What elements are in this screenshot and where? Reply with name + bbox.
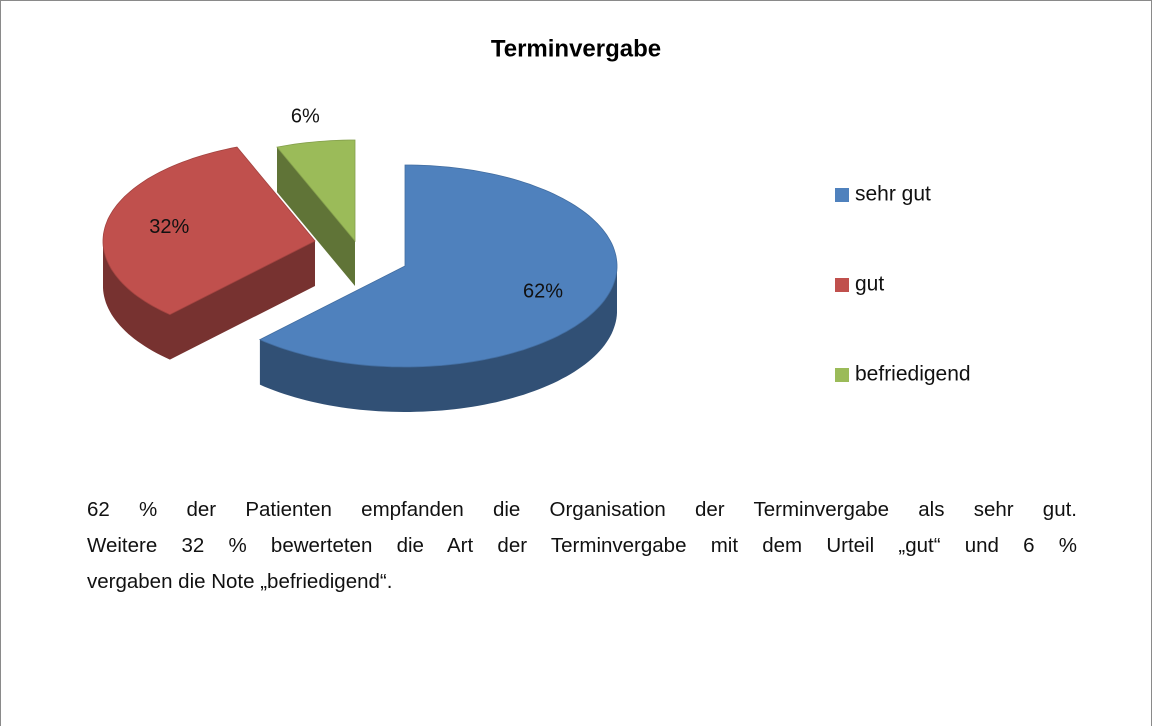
legend-label: befriedigend — [855, 363, 971, 386]
legend-swatch — [835, 368, 849, 382]
chart-title: Terminvergabe — [491, 35, 661, 62]
data-label: 32% — [149, 216, 189, 238]
legend-label: gut — [855, 273, 884, 296]
slice — [258, 164, 618, 368]
slice — [276, 139, 356, 243]
legend-label: sehr gut — [855, 183, 931, 206]
text-line: vergaben die Note „befriedigend“. — [87, 570, 393, 593]
legend-swatch — [835, 278, 849, 292]
text-line: 62 % der Patienten empfanden die Organis… — [87, 498, 1077, 521]
data-label: 62% — [523, 280, 563, 302]
data-label: 6% — [291, 105, 320, 127]
slice — [102, 146, 316, 316]
legend-swatch — [835, 188, 849, 202]
text-line: Weitere 32 % bewerteten die Art der Term… — [87, 534, 1077, 557]
paragraph: 62 % der Patienten empfanden die Organis… — [87, 492, 1077, 600]
